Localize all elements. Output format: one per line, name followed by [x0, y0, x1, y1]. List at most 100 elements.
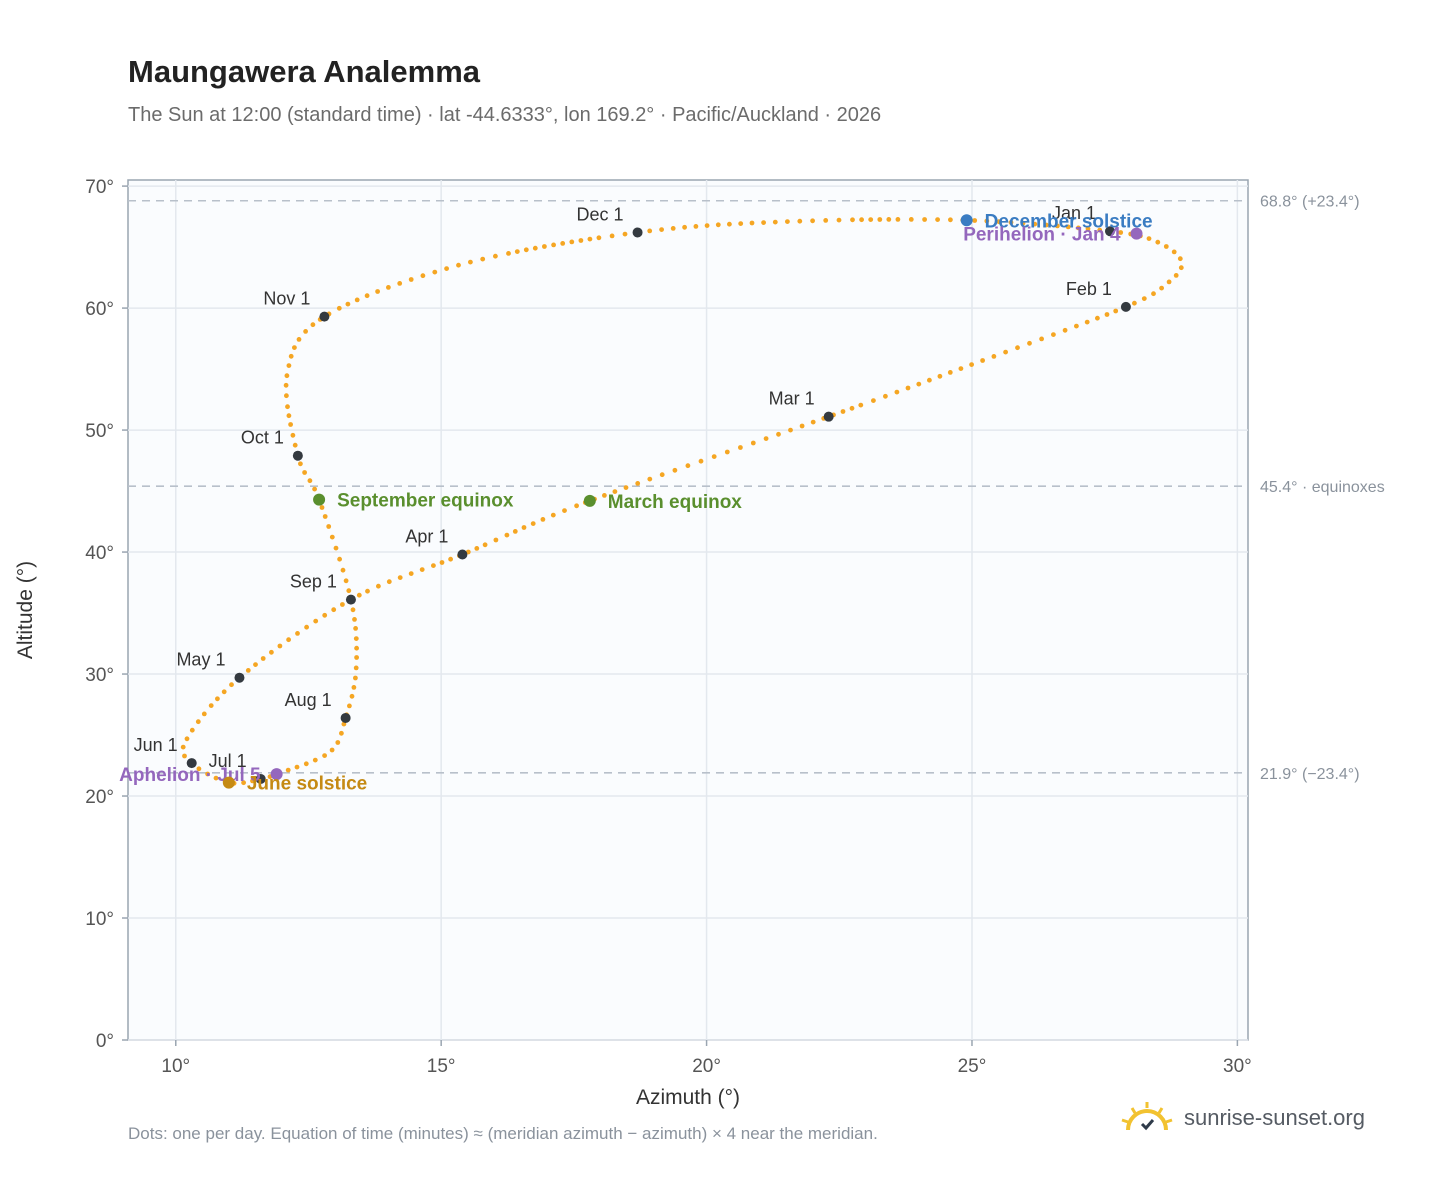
brand[interactable]: sunrise-sunset.org — [1120, 1100, 1365, 1136]
day-dot — [1008, 220, 1014, 225]
month-label: Jul 1 — [209, 751, 247, 771]
month-marker — [186, 758, 197, 769]
day-dot — [340, 567, 346, 573]
day-dot — [871, 398, 876, 403]
day-dot — [504, 532, 510, 538]
day-dot — [749, 220, 755, 226]
day-dot — [1003, 349, 1008, 355]
day-dot — [408, 571, 414, 576]
day-dot — [550, 512, 556, 518]
day-dot — [711, 454, 717, 459]
x-tick-label: 20° — [692, 1056, 721, 1077]
day-dot — [335, 740, 341, 745]
day-dot — [877, 217, 883, 222]
day-dot — [253, 662, 258, 667]
day-dot — [523, 247, 529, 253]
day-dot — [304, 624, 309, 630]
month-label: May 1 — [176, 650, 225, 670]
day-dot — [1178, 265, 1184, 271]
day-dot — [836, 217, 842, 223]
day-dot — [521, 525, 527, 530]
day-dot — [493, 537, 499, 543]
day-dot — [277, 643, 283, 649]
day-dot — [345, 301, 351, 307]
day-dot — [1095, 315, 1100, 321]
day-dot — [532, 245, 538, 251]
day-dot — [205, 771, 211, 777]
day-dot — [286, 413, 292, 419]
day-dot — [322, 612, 328, 618]
day-dot — [302, 470, 307, 475]
day-dot — [245, 668, 251, 673]
day-dot — [506, 251, 511, 256]
analemma-curve — [180, 217, 1184, 786]
day-dot — [562, 508, 567, 513]
plot-area — [127, 179, 1249, 1041]
month-marker — [1120, 301, 1131, 312]
event-label: Perihelion · Jan 4 — [963, 225, 1121, 246]
day-dot — [1146, 236, 1152, 242]
month-marker — [632, 227, 643, 238]
day-dot — [319, 505, 325, 510]
day-dot — [622, 231, 628, 237]
y-tick-label: 40° — [85, 543, 114, 564]
day-dot — [493, 253, 498, 259]
day-dot — [612, 489, 618, 494]
day-dot — [215, 696, 220, 702]
day-dot — [859, 217, 864, 223]
day-dot — [284, 373, 290, 379]
day-dot — [1141, 296, 1147, 301]
day-dot — [260, 656, 266, 661]
day-dot — [596, 235, 602, 241]
day-dot — [858, 402, 864, 408]
day-dot — [285, 767, 291, 773]
day-dot — [329, 534, 335, 540]
day-dot — [182, 753, 187, 759]
day-dot — [303, 761, 309, 767]
day-dot — [810, 419, 816, 425]
day-dot — [1032, 221, 1038, 227]
event-label: Aphelion · Jul 5 — [119, 765, 261, 786]
event-marker — [960, 214, 973, 227]
day-dot — [1027, 340, 1032, 346]
day-dot — [419, 567, 425, 572]
day-dot — [1020, 220, 1026, 226]
day-dot — [397, 575, 403, 580]
day-dot — [659, 472, 665, 478]
grid — [128, 180, 1248, 1041]
day-dot — [1166, 279, 1172, 285]
day-dot — [288, 422, 293, 427]
day-dot — [294, 764, 300, 770]
footnote: Dots: one per day. Equation of time (min… — [128, 1124, 878, 1143]
event-label: December solstice — [985, 211, 1153, 232]
reference-lines: 68.8° (+23.4°) 45.4° · equinoxes 21.9° (−2… — [128, 194, 1385, 783]
day-dot — [1074, 323, 1079, 329]
day-dot — [288, 353, 294, 359]
event-label: September equinox — [337, 491, 514, 512]
day-dot — [448, 556, 453, 562]
day-dot — [286, 363, 292, 368]
month-marker — [1104, 226, 1115, 237]
day-dot — [208, 703, 214, 708]
day-dot — [354, 297, 360, 303]
day-dot — [346, 588, 352, 594]
day-dot — [682, 224, 687, 230]
day-dot — [1113, 308, 1119, 314]
month-marker — [319, 311, 330, 322]
day-dot — [180, 744, 186, 750]
day-dot — [221, 689, 227, 695]
day-dot — [738, 445, 743, 450]
month-marker — [255, 773, 266, 784]
day-dot — [1155, 239, 1161, 245]
day-dot — [333, 545, 339, 551]
day-dot — [927, 377, 932, 383]
day-dot — [1085, 226, 1091, 232]
day-dot — [290, 432, 296, 438]
day-dot — [1173, 273, 1179, 278]
month-label: Aug 1 — [285, 690, 332, 710]
day-dot — [840, 409, 846, 414]
day-dot — [1039, 336, 1044, 342]
day-dot — [354, 645, 359, 651]
